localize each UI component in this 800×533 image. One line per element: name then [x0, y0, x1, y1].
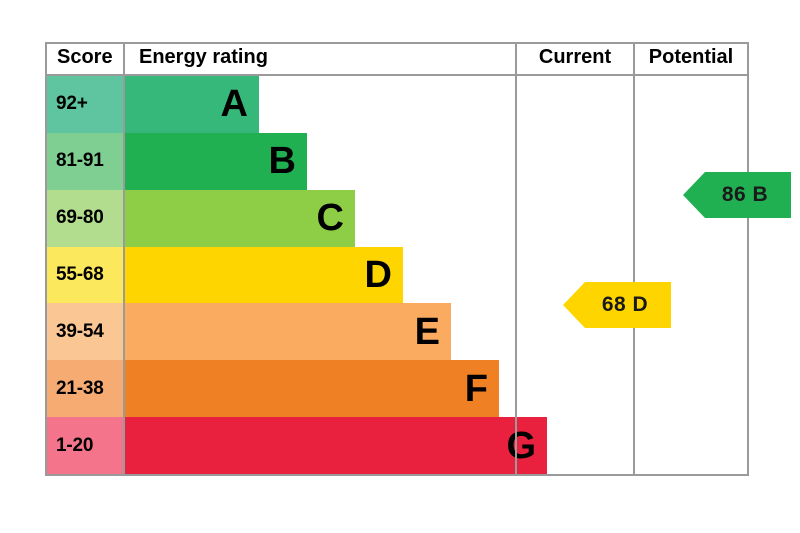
band-score-range-c: 69-80 — [47, 189, 123, 247]
divider-rating-current — [515, 44, 517, 474]
band-score-range-b: 81-91 — [47, 132, 123, 190]
band-score-label: 69-80 — [56, 207, 104, 229]
band-score-label: 21-38 — [56, 377, 104, 399]
divider-current-potential — [633, 44, 635, 474]
band-letter-label: E — [414, 310, 440, 353]
band-score-label: 39-54 — [56, 320, 104, 342]
band-bar-f: F — [125, 360, 499, 418]
potential-rating-marker: 86 B — [683, 172, 791, 218]
epc-energy-rating-chart: Score Energy rating Current Potential 92… — [45, 42, 791, 476]
band-bar-b: B — [125, 132, 307, 190]
divider-score-rating — [123, 44, 125, 474]
rating-band-g: 1-20 G — [47, 417, 747, 474]
header-divider — [47, 74, 747, 76]
band-letter-label: C — [316, 197, 344, 240]
rating-band-d: 55-68 D — [47, 246, 747, 304]
band-bar-d: D — [125, 246, 403, 304]
band-bar-g: G — [125, 417, 547, 474]
band-bar-a: A — [125, 76, 259, 133]
rating-band-b: 81-91 B — [47, 132, 747, 190]
column-header-current: Current — [515, 42, 633, 74]
band-letter-label: A — [220, 83, 248, 126]
band-score-label: 1-20 — [56, 434, 94, 456]
column-header-energy-rating: Energy rating — [123, 42, 515, 74]
current-rating-marker: 68 D — [563, 282, 671, 328]
band-score-range-a: 92+ — [47, 76, 123, 133]
table-header-row: Score Energy rating Current Potential — [45, 42, 749, 74]
band-letter-label: G — [506, 424, 536, 467]
rating-band-c: 69-80 C — [47, 189, 747, 247]
band-bar-e: E — [125, 303, 451, 361]
band-bar-c: C — [125, 189, 355, 247]
potential-arrow-icon — [683, 172, 791, 218]
potential-rating-label: 86 B — [721, 183, 769, 206]
rating-band-e: 39-54 E — [47, 303, 747, 361]
current-arrow-icon — [563, 282, 671, 328]
band-score-range-e: 39-54 — [47, 303, 123, 361]
column-header-score: Score — [57, 46, 113, 68]
rating-band-a: 92+ A — [47, 76, 747, 133]
rating-bands: 92+ A 81-91 B 69-80 C 55-68 D 39-54 E 21-38 F 1-20 G — [47, 76, 747, 474]
band-letter-label: F — [464, 367, 488, 410]
band-score-range-g: 1-20 — [47, 417, 123, 474]
column-header-potential: Potential — [633, 42, 747, 74]
band-score-label: 81-91 — [56, 150, 104, 172]
band-letter-label: B — [268, 140, 296, 183]
rating-band-f: 21-38 F — [47, 360, 747, 418]
band-score-range-f: 21-38 — [47, 360, 123, 418]
band-score-label: 92+ — [56, 93, 88, 115]
band-letter-label: D — [364, 253, 392, 296]
current-rating-label: 68 D — [601, 293, 649, 316]
band-score-range-d: 55-68 — [47, 246, 123, 304]
band-score-label: 55-68 — [56, 263, 104, 285]
